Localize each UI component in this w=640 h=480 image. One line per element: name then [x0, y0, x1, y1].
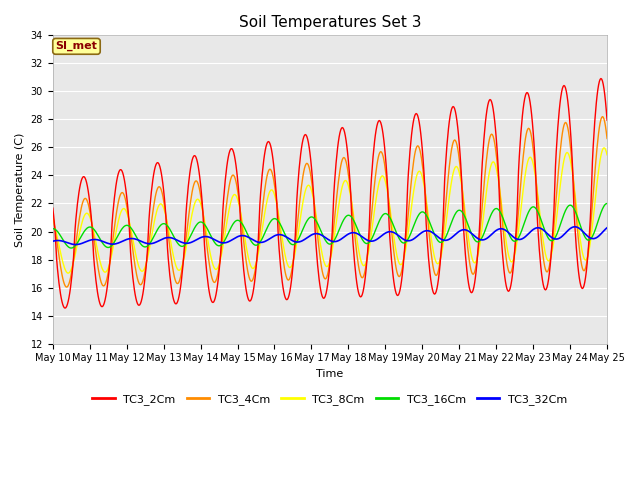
X-axis label: Time: Time — [316, 369, 344, 379]
Text: SI_met: SI_met — [56, 41, 97, 51]
Y-axis label: Soil Temperature (C): Soil Temperature (C) — [15, 132, 25, 247]
Title: Soil Temperatures Set 3: Soil Temperatures Set 3 — [239, 15, 421, 30]
Legend: TC3_2Cm, TC3_4Cm, TC3_8Cm, TC3_16Cm, TC3_32Cm: TC3_2Cm, TC3_4Cm, TC3_8Cm, TC3_16Cm, TC3… — [88, 389, 572, 409]
